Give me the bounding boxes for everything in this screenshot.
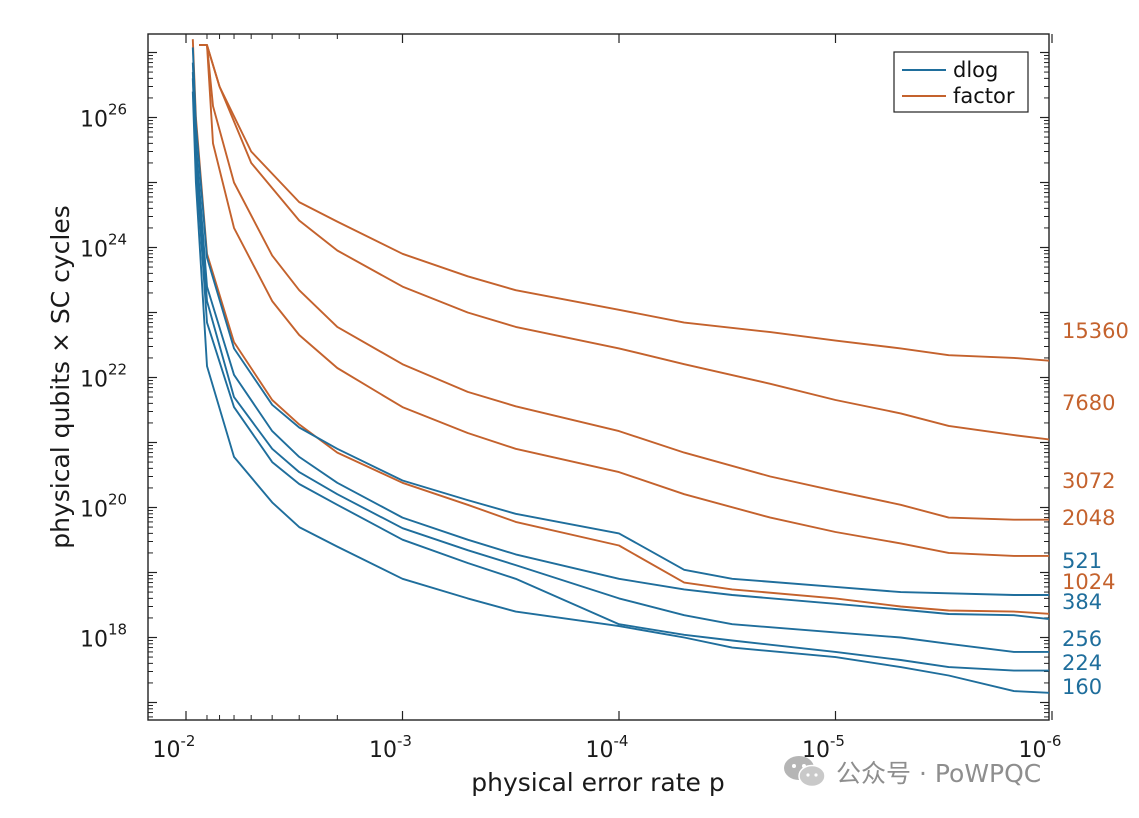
legend-label-factor: factor [953,84,1015,108]
x-tick-labels: 10-2 10-3 10-4 10-5 10-6 [153,732,1062,763]
y-tick-label: 1024 [80,231,127,263]
series-line-factor-3072 [199,44,1049,521]
watermark-text: 公众号 · PoWPQC [836,759,1042,788]
legend-label-dlog: dlog [953,58,998,82]
y-tick-label: 1018 [80,621,127,653]
plot-area [147,33,1050,721]
y-tick-label: 1022 [80,361,127,393]
series-line-dlog-384 [191,62,1049,621]
y-tick-labels: 1018 1020 1022 1024 1026 [80,101,127,653]
end-label-2048: 2048 [1062,506,1115,530]
series-line-dlog-256 [191,72,1049,653]
x-axis-label: physical error rate p [471,768,725,797]
end-label-7680: 7680 [1062,391,1115,415]
legend-box [893,51,1029,113]
series-line-factor-1024 [191,39,1049,615]
end-label-3072: 3072 [1062,469,1115,493]
watermark: 公众号 · PoWPQC [782,752,1041,792]
series-line-factor-2048 [199,44,1049,557]
x-tick-label: 10-4 [586,732,629,763]
end-label-521: 521 [1062,549,1102,573]
major-ticks [148,34,1053,720]
series-line-dlog-160 [191,91,1049,694]
end-label-384: 384 [1062,590,1102,614]
series-line-factor-15360 [199,44,1049,362]
series-layer [191,39,1049,694]
legend: dlog factor [893,51,1029,113]
end-label-256: 256 [1062,627,1102,651]
x-tick-label: 10-3 [369,732,412,763]
y-tick-label: 1020 [80,491,127,523]
x-tick-label: 10-2 [153,732,196,763]
y-axis-label: physical qubits × SC cycles [46,205,75,549]
series-line-dlog-224 [191,78,1049,672]
end-label-160: 160 [1062,675,1102,699]
series-line-dlog-521 [191,47,1049,596]
x-tick-label: 10-6 [1019,732,1062,763]
end-label-224: 224 [1062,651,1102,675]
end-label-1024: 1024 [1062,570,1115,594]
minor-ticks [148,34,1049,720]
end-label-15360: 15360 [1062,319,1129,343]
series-line-factor-7680 [200,44,1049,441]
y-tick-label: 1026 [80,101,127,133]
wechat-icon [784,756,826,788]
